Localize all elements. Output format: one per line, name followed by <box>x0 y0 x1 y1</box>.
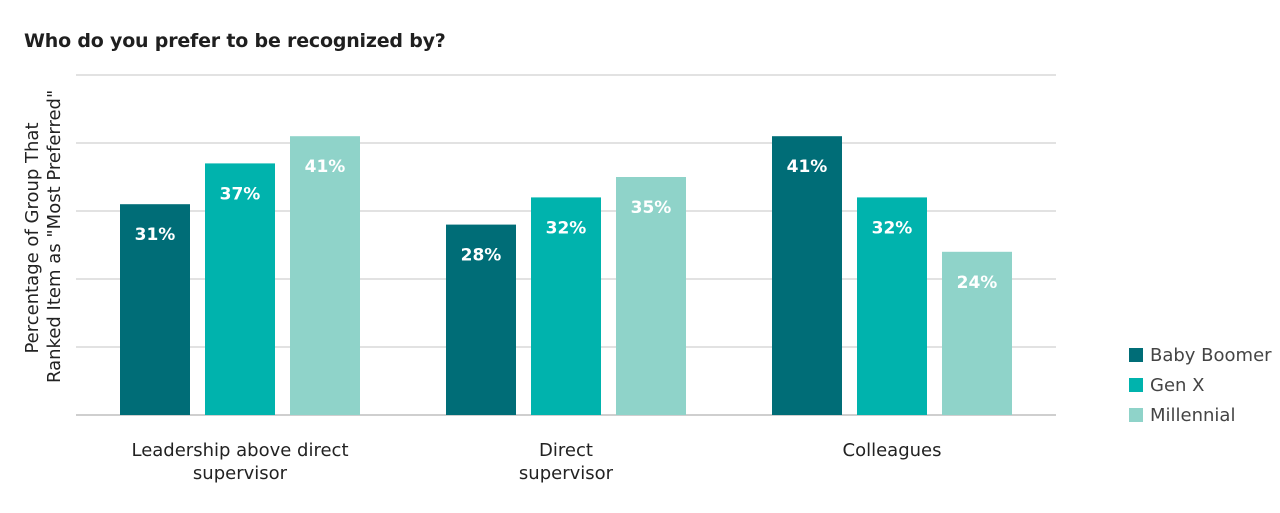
bar-millennial-2 <box>942 251 1012 415</box>
data-label: 32% <box>546 218 587 238</box>
category-label-line: supervisor <box>518 463 614 484</box>
data-label: 28% <box>461 246 502 266</box>
legend-swatch <box>1129 348 1143 362</box>
category-label-line: supervisor <box>192 463 288 484</box>
bar-millennial-0 <box>290 136 360 415</box>
legend: Baby Boomer Gen X Millennial <box>1129 340 1272 430</box>
legend-label: Baby Boomer <box>1150 344 1272 366</box>
bar-baby-boomer-2 <box>772 136 842 415</box>
chart-title: Who do you prefer to be recognized by? <box>24 30 446 52</box>
category-label-line: Direct <box>539 440 593 461</box>
data-label: 35% <box>631 198 672 218</box>
bar-baby-boomer-0 <box>120 204 190 415</box>
data-label: 37% <box>220 184 261 204</box>
bar-millennial-1 <box>616 177 686 415</box>
bar-gen-x-1 <box>531 197 601 415</box>
data-label: 32% <box>872 218 913 238</box>
legend-item: Gen X <box>1129 370 1272 400</box>
bar-gen-x-0 <box>205 163 275 415</box>
category-label: Direct supervisor <box>426 439 706 485</box>
data-label: 24% <box>957 273 998 293</box>
legend-label: Millennial <box>1150 404 1236 426</box>
legend-item: Baby Boomer <box>1129 340 1272 370</box>
legend-swatch <box>1129 408 1143 422</box>
category-label: Colleagues <box>752 439 1032 462</box>
data-label: 41% <box>305 157 346 177</box>
category-label: Leadership above direct supervisor <box>100 439 380 485</box>
category-label-line: Colleagues <box>842 440 942 461</box>
legend-item: Millennial <box>1129 400 1272 430</box>
data-label: 31% <box>135 225 176 245</box>
legend-swatch <box>1129 378 1143 392</box>
bar-baby-boomer-1 <box>446 224 516 415</box>
data-label: 41% <box>787 157 828 177</box>
bar-gen-x-2 <box>857 197 927 415</box>
legend-label: Gen X <box>1150 374 1205 396</box>
category-label-line: Leadership above direct <box>131 440 349 461</box>
